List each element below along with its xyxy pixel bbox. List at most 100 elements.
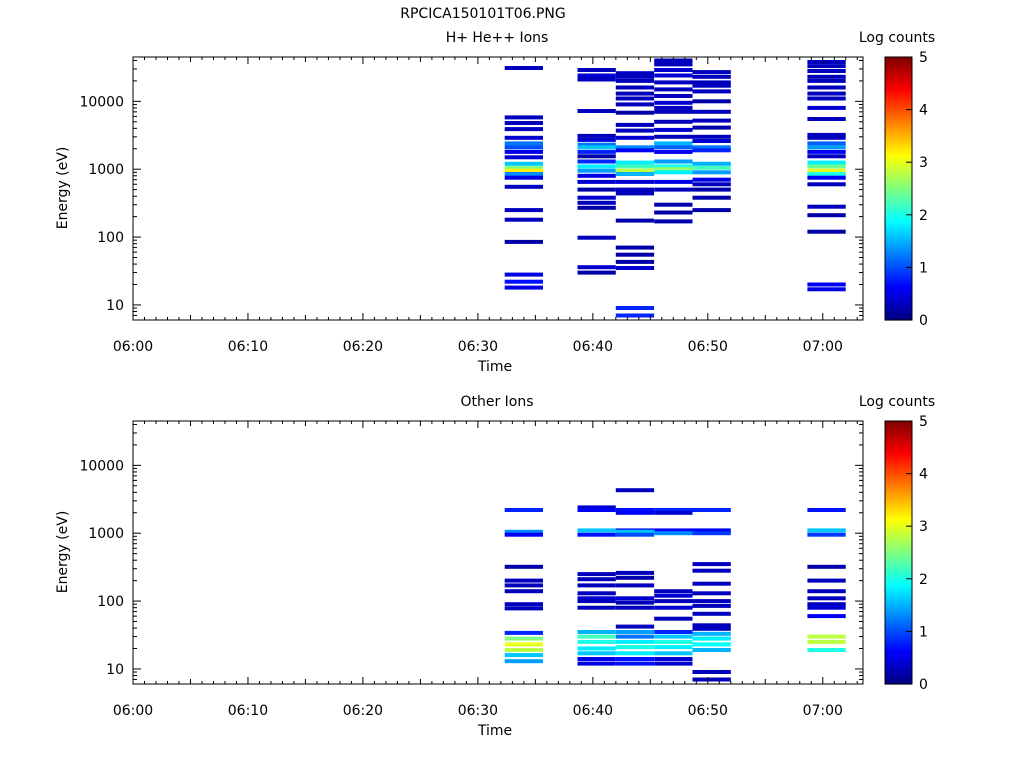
heatmap-cell (504, 217, 543, 222)
heatmap-cell (615, 645, 655, 650)
colorbar-swatch (885, 206, 912, 211)
heatmap-cell (654, 109, 693, 114)
colorbar-swatch (885, 75, 912, 79)
heatmap-cell (615, 245, 655, 250)
heatmap-cell (654, 159, 693, 164)
colorbar-swatch (885, 497, 912, 501)
colorbar-swatch (885, 285, 912, 290)
heatmap-cell (504, 165, 543, 170)
heatmap-cell (504, 532, 543, 537)
colorbar-swatch (885, 57, 912, 61)
plot-frame (132, 420, 864, 685)
colorbar-swatch (885, 586, 912, 590)
colorbar-swatch (885, 275, 912, 279)
colorbar-swatch (885, 243, 912, 247)
colorbar-swatch (885, 589, 912, 593)
colorbar-swatch (885, 439, 912, 443)
colorbar-swatch (885, 104, 912, 108)
heatmap-cell (577, 137, 616, 142)
colorbar-swatch (885, 162, 912, 166)
panel-title: H+ He++ Ions (446, 30, 549, 46)
colorbar-swatch (885, 655, 912, 659)
colorbar-swatch (885, 309, 912, 313)
panel-other-ions: Other Ions 06:00 06:10 06:20 06:30 06:40 06:5… (55, 394, 935, 739)
colorbar-swatch (885, 280, 912, 284)
x-tick-label: 07:00 (803, 339, 843, 355)
heatmap-cell (615, 529, 655, 534)
heatmap-cell (577, 142, 616, 147)
x-tick-label: 06:50 (688, 703, 728, 719)
heatmap-cell (504, 653, 543, 658)
plot-area (504, 58, 846, 318)
colorbar-swatch (885, 217, 912, 221)
heatmap-cell (692, 591, 731, 596)
colorbar-swatch (885, 109, 912, 113)
colorbar-swatch (885, 304, 912, 308)
heatmap-cell (654, 62, 693, 67)
x-axis-ticks: 06:00 06:10 06:20 06:30 06:40 06:50 07:00 (113, 57, 858, 355)
heatmap-cell (654, 528, 693, 533)
heatmap-cell (615, 187, 655, 192)
colorbar-swatch (885, 599, 912, 604)
heatmap-cell (654, 657, 693, 661)
heatmap-cell (504, 578, 543, 583)
colorbar-swatch (885, 180, 912, 184)
colorbar-swatch (885, 565, 912, 569)
colorbar-swatch (885, 639, 912, 643)
heatmap-cell (577, 200, 616, 205)
x-tick-label: 06:20 (343, 339, 383, 355)
heatmap-cell (577, 73, 616, 78)
heatmap-cell (807, 135, 846, 140)
heatmap-cell (615, 596, 655, 601)
heatmap-cell (615, 661, 655, 666)
heatmap-cell (504, 529, 543, 534)
heatmap-cell (615, 78, 655, 83)
heatmap-cell (615, 532, 655, 537)
heatmap-cell (577, 646, 616, 651)
heatmap-cell (504, 642, 543, 647)
heatmap-cell (577, 149, 616, 154)
heatmap-cell (577, 235, 616, 240)
heatmap-cell (807, 596, 846, 601)
colorbar-swatch (885, 85, 912, 90)
heatmap-cell (807, 634, 846, 639)
heatmap-cell (615, 306, 655, 310)
colorbar-swatch (885, 557, 912, 561)
colorbar-swatch (885, 128, 912, 132)
colorbar-tick-label: 2 (919, 572, 928, 588)
colorbar-swatch (885, 513, 912, 517)
colorbar-tick-label: 0 (919, 313, 928, 329)
heatmap-cell (654, 167, 693, 172)
colorbar-swatch (885, 534, 912, 538)
heatmap-cell (577, 577, 616, 582)
colorbar-swatch (885, 470, 912, 475)
heatmap-cell (654, 141, 693, 146)
heatmap-cell (692, 581, 731, 586)
y-tick-label: 1000 (88, 526, 124, 542)
heatmap-cell (807, 105, 846, 110)
colorbar-swatch (885, 222, 912, 226)
heatmap-cell (615, 168, 655, 173)
heatmap-cell (654, 634, 693, 639)
heatmap-cell (577, 508, 616, 512)
colorbar-swatch (885, 523, 912, 527)
colorbar-swatch (885, 246, 912, 250)
heatmap-cell (692, 177, 731, 182)
heatmap-cell (615, 605, 655, 610)
colorbar-swatch (885, 220, 912, 224)
colorbar-swatch (885, 539, 912, 543)
heatmap-cell (615, 91, 655, 96)
colorbar-swatch (885, 665, 912, 669)
heatmap-cell (615, 657, 655, 661)
heatmap-cell (654, 202, 693, 207)
heatmap-cell (577, 634, 616, 639)
heatmap-cell (504, 115, 543, 120)
colorbar-swatch (885, 293, 912, 297)
colorbar-swatch (885, 112, 912, 116)
heatmap-cell (654, 179, 693, 184)
heatmap-cell (654, 589, 693, 594)
colorbar-swatch (885, 314, 912, 318)
colorbar-swatch (885, 478, 912, 483)
colorbar-swatch (885, 67, 912, 71)
heatmap-cell (577, 639, 616, 644)
